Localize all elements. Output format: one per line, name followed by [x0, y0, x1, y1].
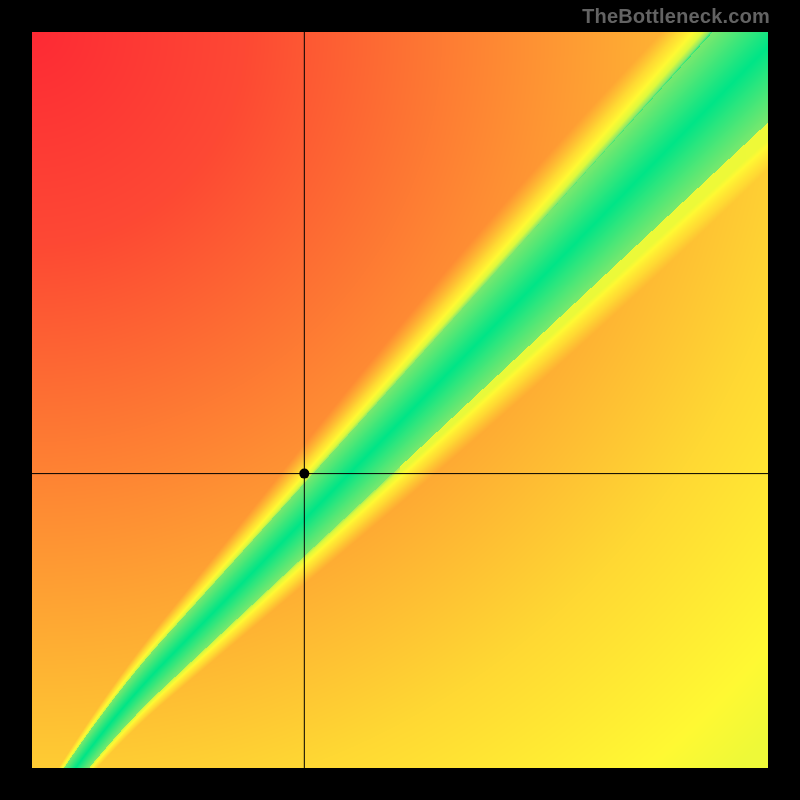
chart-container: TheBottleneck.com: [0, 0, 800, 800]
bottleneck-heatmap: [0, 0, 800, 800]
watermark-text: TheBottleneck.com: [582, 6, 770, 29]
